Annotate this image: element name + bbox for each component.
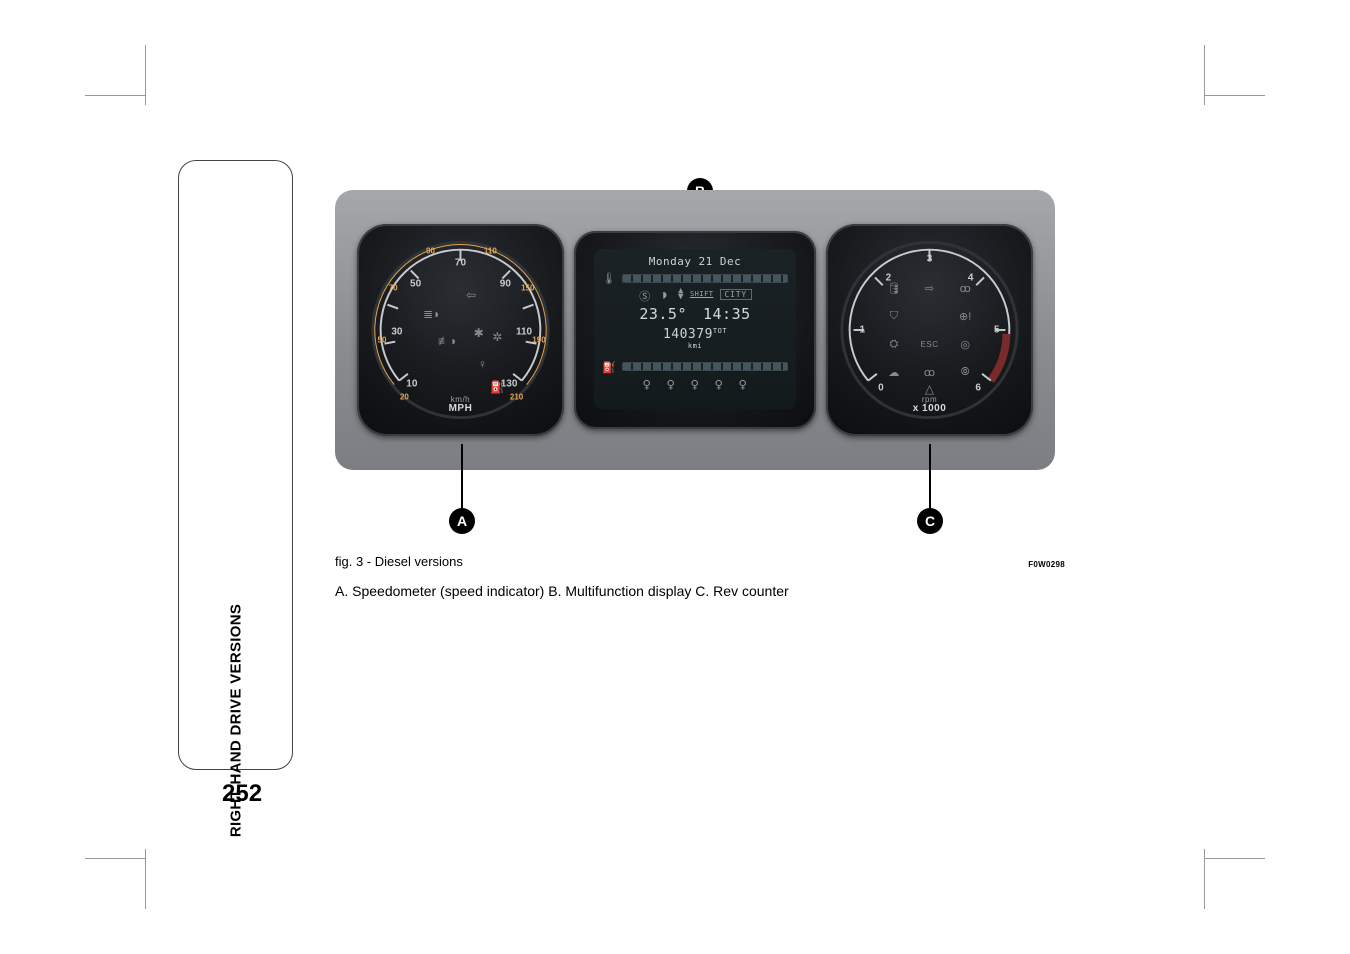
figure-caption: fig. 3 - Diesel versions	[335, 554, 463, 569]
shift-row: Ⓢ ◗ ▲▼ SHIFT CITY	[602, 288, 788, 301]
crop-mark	[1205, 95, 1265, 96]
seatbelt-icon: ♀	[687, 377, 703, 395]
esc-label: ESC	[921, 340, 939, 349]
page-number: 252	[222, 780, 262, 808]
coolant-icon: 🌡	[602, 272, 616, 284]
display-date: Monday 21 Dec	[602, 255, 788, 268]
rear-fog-icon: ✲	[490, 330, 504, 344]
speedo-num: 90	[500, 278, 511, 289]
callout-c-letter: C	[925, 513, 935, 529]
speedo-kmh: 150	[521, 283, 534, 292]
fuel-icon: ⛽	[490, 380, 504, 394]
section-tab: RIGHT HAND DRIVE VERSIONS	[178, 160, 293, 770]
multifunction-display: Monday 21 Dec 🌡 Ⓢ ◗ ▲▼ SHIFT CITY 23.5° …	[594, 249, 796, 409]
coolant-temp-bar: 🌡	[602, 272, 788, 284]
speedo-kmh: 110	[484, 247, 497, 256]
speedo-kmh: 50	[378, 335, 387, 344]
speedo-kmh: 70	[389, 283, 398, 292]
tacho-unit-x1000: x 1000	[913, 404, 947, 414]
speedometer-unit-label: km/h MPH	[449, 396, 473, 414]
callout-c-line	[929, 444, 931, 510]
rev-counter-pod: 0 1 2 3 4 5 6 🛢 ⇨ ꝏ ⛉ ⊕! ⛭ ESC ◎ ☁	[826, 224, 1033, 436]
fuel-bar: ⛽	[602, 361, 788, 373]
speedo-num: 50	[410, 278, 421, 289]
fuel-gauge-icon: ⛽	[602, 361, 616, 373]
speedo-num: 70	[455, 257, 466, 268]
speedo-num: 10	[406, 378, 417, 389]
crop-mark	[145, 45, 146, 105]
crop-mark	[85, 858, 145, 859]
airbag-icon: ⊕!	[959, 310, 971, 323]
cloud-icon: ☁	[888, 366, 899, 379]
rev-counter-unit-label: rpm x 1000	[913, 396, 947, 414]
turn-left-icon: ⇦	[464, 288, 478, 302]
figure: B	[335, 190, 1085, 599]
speedo-num: 30	[391, 326, 402, 337]
seatbelt-icon: ♀	[475, 357, 489, 371]
crop-mark	[1204, 849, 1205, 909]
engine-icon: ⛭	[889, 338, 898, 351]
speedo-kmh: 190	[532, 335, 545, 344]
fog-front-icon: ≢◗	[438, 334, 452, 348]
general-warning-icon: △	[923, 382, 937, 396]
callout-c-badge: C	[917, 508, 943, 534]
figure-code: F0W0298	[1028, 560, 1065, 569]
seatbelt-icon: ♀	[735, 377, 751, 395]
glow-plug-icon: ꝏ	[960, 282, 971, 295]
turn-right-icon: ⇨	[925, 282, 934, 295]
crop-mark	[145, 849, 146, 909]
temp-time-row: 23.5° 14:35	[602, 305, 788, 323]
odo-unit-bot: kmi	[688, 342, 702, 350]
shift-arrows-icon: ▲▼	[678, 288, 684, 301]
headlamp-level-icon: ◗	[658, 288, 672, 300]
callout-a-letter: A	[457, 513, 467, 529]
crop-mark	[1204, 45, 1205, 105]
tacho-num: 5	[994, 325, 1000, 336]
tacho-warning-grid: 🛢 ⇨ ꝏ ⛉ ⊕! ⛭ ESC ◎ ☁ ꝏ ⦾	[876, 274, 983, 386]
tacho-num: 3	[927, 253, 933, 264]
coolant-segments	[622, 274, 788, 283]
callout-a-line	[461, 444, 463, 510]
instrument-cluster: 10 30 50 70 90 110 130 20 50 70 90 110 1…	[335, 190, 1055, 470]
speedo-kmh: 20	[400, 393, 409, 402]
city-badge: CITY	[720, 289, 752, 300]
speedo-kmh: 210	[510, 393, 523, 402]
brake-wear-icon: ⦾	[961, 366, 970, 379]
odometer-value: 140379	[663, 327, 713, 342]
crop-mark	[1205, 858, 1265, 859]
seatbelt-icon: ♀	[663, 377, 679, 395]
speedo-unit-mph: MPH	[449, 404, 473, 414]
odometer: 140379TOT kmi	[602, 327, 788, 357]
figure-description: A. Speedometer (speed indicator) B. Mult…	[335, 583, 1085, 599]
seatbelt-icon: ♀	[711, 377, 727, 395]
outside-temperature: 23.5°	[639, 305, 687, 323]
callout-a-badge: A	[449, 508, 475, 534]
caption-row: fig. 3 - Diesel versions F0W0298	[335, 554, 1065, 569]
seatbelt-icon: ♀	[639, 377, 655, 395]
steering-icon: ◎	[960, 338, 970, 351]
glasses-icon: ꝏ	[924, 366, 935, 379]
headlamp-icon: ≣◗	[423, 307, 437, 321]
crop-mark	[85, 95, 145, 96]
fuel-segments	[622, 362, 788, 371]
odo-unit-top: TOT	[713, 327, 727, 335]
shift-label: SHIFT	[690, 290, 714, 298]
multifunction-display-pod: Monday 21 Dec 🌡 Ⓢ ◗ ▲▼ SHIFT CITY 23.5° …	[574, 231, 816, 429]
tacho-num: 1	[859, 325, 865, 336]
frost-icon: ✱	[472, 326, 486, 340]
seatbelt-indicator-row: ♀ ♀ ♀ ♀ ♀	[602, 377, 788, 395]
speedo-num: 110	[516, 326, 532, 337]
door-open-icon: ⛉	[890, 310, 898, 323]
ss-icon: Ⓢ	[638, 288, 652, 300]
speedometer-pod: 10 30 50 70 90 110 130 20 50 70 90 110 1…	[357, 224, 564, 436]
clock: 14:35	[703, 305, 751, 323]
oil-icon: 🛢	[887, 282, 901, 295]
speedo-kmh: 90	[426, 247, 435, 256]
